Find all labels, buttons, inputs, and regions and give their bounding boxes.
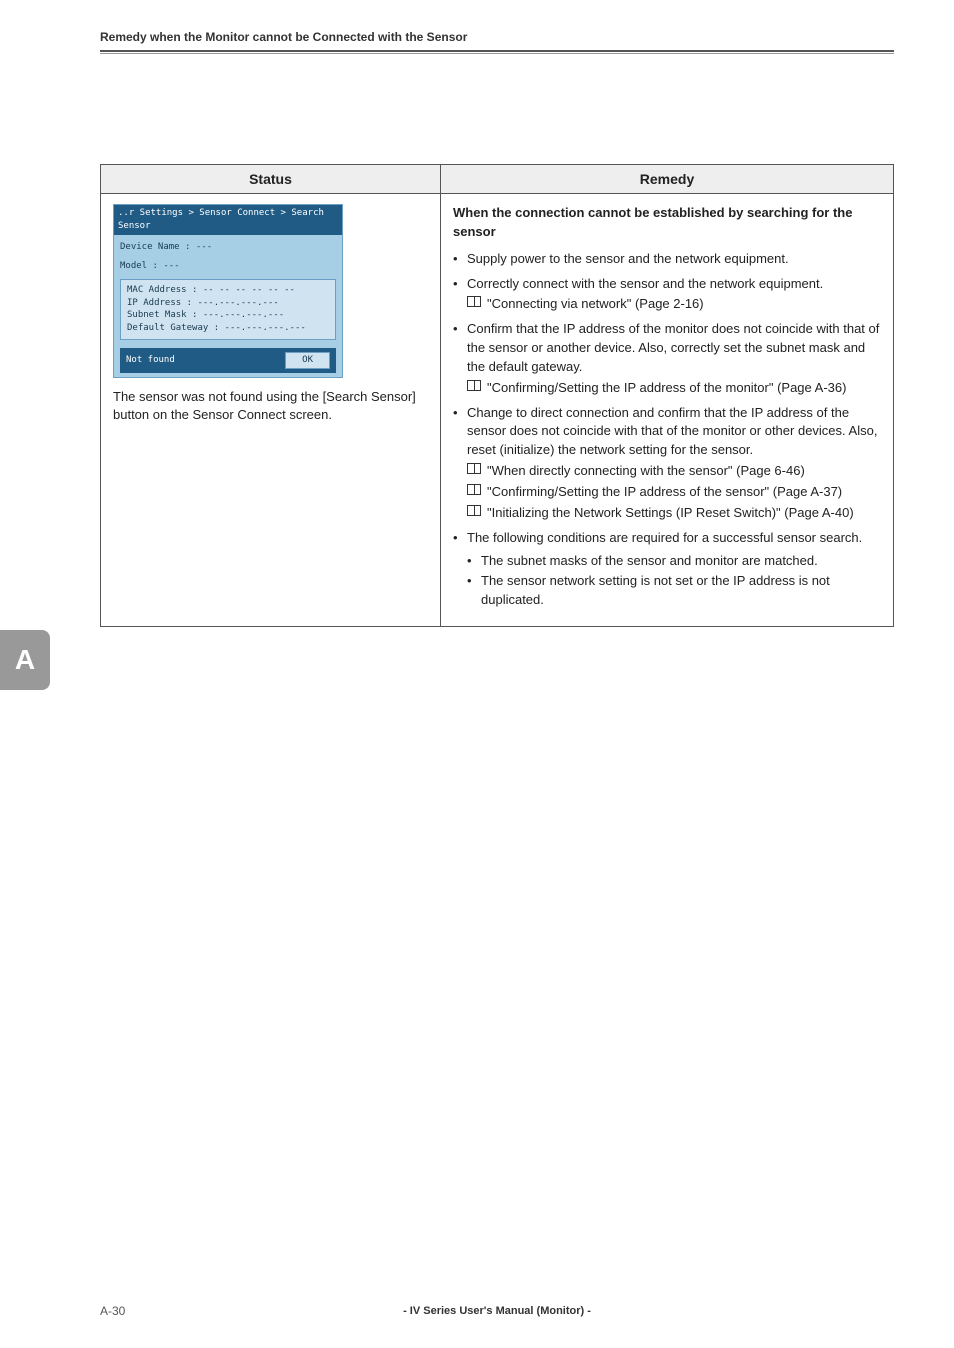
book-icon	[467, 296, 481, 307]
head-rule	[100, 50, 894, 54]
screenshot-row: Model : ---	[120, 260, 336, 273]
screenshot-box-line: Default Gateway : ---.---.---.---	[127, 322, 329, 335]
remedy-text: The following conditions are required fo…	[467, 530, 862, 545]
remedy-ref-text: "Confirming/Setting the IP address of th…	[487, 484, 842, 499]
screenshot-box-line: Subnet Mask : ---.---.---.---	[127, 309, 329, 322]
ok-button: OK	[285, 352, 330, 369]
book-icon	[467, 484, 481, 495]
status-caption: The sensor was not found using the [Sear…	[113, 388, 428, 426]
remedy-text: Confirm that the IP address of the monit…	[467, 321, 879, 374]
side-tab: A	[0, 630, 50, 690]
status-remedy-table: Status Remedy ..r Settings > Sensor Conn…	[100, 164, 894, 627]
remedy-subitem: The subnet masks of the sensor and monit…	[467, 552, 881, 571]
notfound-label: Not found	[126, 354, 175, 367]
remedy-ref: "Initializing the Network Settings (IP R…	[467, 504, 881, 523]
remedy-ref-text: "Connecting via network" (Page 2-16)	[487, 296, 704, 311]
book-icon	[467, 505, 481, 516]
remedy-lead: When the connection cannot be establishe…	[453, 204, 881, 242]
book-icon	[467, 380, 481, 391]
td-status: ..r Settings > Sensor Connect > Search S…	[101, 194, 441, 627]
remedy-ref-text: "Initializing the Network Settings (IP R…	[487, 505, 854, 520]
screenshot-notfound: Not found OK	[120, 348, 336, 373]
remedy-list: Supply power to the sensor and the netwo…	[453, 250, 881, 610]
remedy-ref-text: "Confirming/Setting the IP address of th…	[487, 380, 846, 395]
remedy-ref-text: "When directly connecting with the senso…	[487, 463, 805, 478]
remedy-item: Supply power to the sensor and the netwo…	[453, 250, 881, 269]
th-status: Status	[101, 165, 441, 194]
remedy-item: The following conditions are required fo…	[453, 529, 881, 610]
remedy-ref: "Confirming/Setting the IP address of th…	[467, 483, 881, 502]
remedy-ref: "Confirming/Setting the IP address of th…	[467, 379, 881, 398]
page-number: A-30	[100, 1304, 160, 1318]
book-icon	[467, 463, 481, 474]
page-footer: A-30 - IV Series User's Manual (Monitor)…	[100, 1304, 894, 1318]
remedy-text: Supply power to the sensor and the netwo…	[467, 251, 789, 266]
footer-title: - IV Series User's Manual (Monitor) -	[160, 1305, 834, 1317]
screenshot-box: MAC Address : -- -- -- -- -- -- IP Addre…	[120, 279, 336, 339]
remedy-item: Confirm that the IP address of the monit…	[453, 320, 881, 397]
screenshot-box-line: IP Address : ---.---.---.---	[127, 297, 329, 310]
screenshot-titlebar: ..r Settings > Sensor Connect > Search S…	[114, 205, 342, 235]
status-screenshot: ..r Settings > Sensor Connect > Search S…	[113, 204, 343, 378]
td-remedy: When the connection cannot be establishe…	[441, 194, 894, 627]
remedy-text: Change to direct connection and confirm …	[467, 405, 877, 458]
remedy-ref: "Connecting via network" (Page 2-16)	[467, 295, 881, 314]
remedy-item: Change to direct connection and confirm …	[453, 404, 881, 523]
remedy-subitem: The sensor network setting is not set or…	[467, 572, 881, 610]
remedy-ref: "When directly connecting with the senso…	[467, 462, 881, 481]
screenshot-row: Device Name : ---	[120, 241, 336, 254]
remedy-item: Correctly connect with the sensor and th…	[453, 275, 881, 315]
remedy-text: Correctly connect with the sensor and th…	[467, 276, 823, 291]
running-head: Remedy when the Monitor cannot be Connec…	[100, 30, 894, 50]
th-remedy: Remedy	[441, 165, 894, 194]
remedy-sublist: The subnet masks of the sensor and monit…	[467, 552, 881, 611]
screenshot-box-line: MAC Address : -- -- -- -- -- --	[127, 284, 329, 297]
